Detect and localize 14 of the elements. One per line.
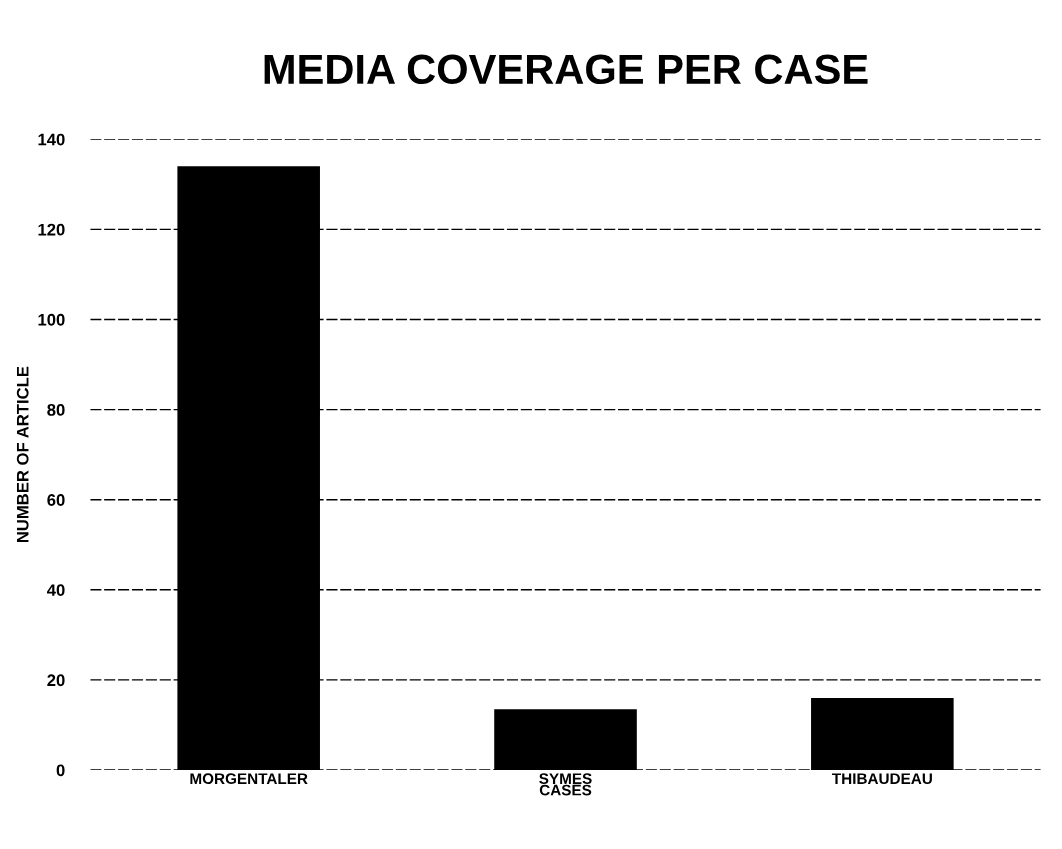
y-tick-label: 100: [38, 313, 65, 326]
chart-title: MEDIA COVERAGE PER CASE: [264, 54, 868, 85]
x-tick-label: THIBAUDEAU: [832, 773, 932, 785]
y-tick-label: 120: [38, 223, 65, 236]
x-tick-label: MORGENTALER: [190, 773, 308, 785]
y-tick-label: 60: [47, 494, 65, 506]
y-axis-title: NUMBER OF ARTICLE: [16, 366, 29, 543]
y-tick-label: 40: [46, 584, 65, 597]
x-axis-title: CASES: [539, 784, 592, 796]
x-tick-label: SYMES: [539, 773, 592, 785]
y-tick-label: 20: [47, 674, 65, 687]
y-tick-label: 80: [47, 403, 65, 416]
y-tick-label: 0: [56, 764, 65, 777]
y-tick-label: 140: [38, 133, 65, 146]
